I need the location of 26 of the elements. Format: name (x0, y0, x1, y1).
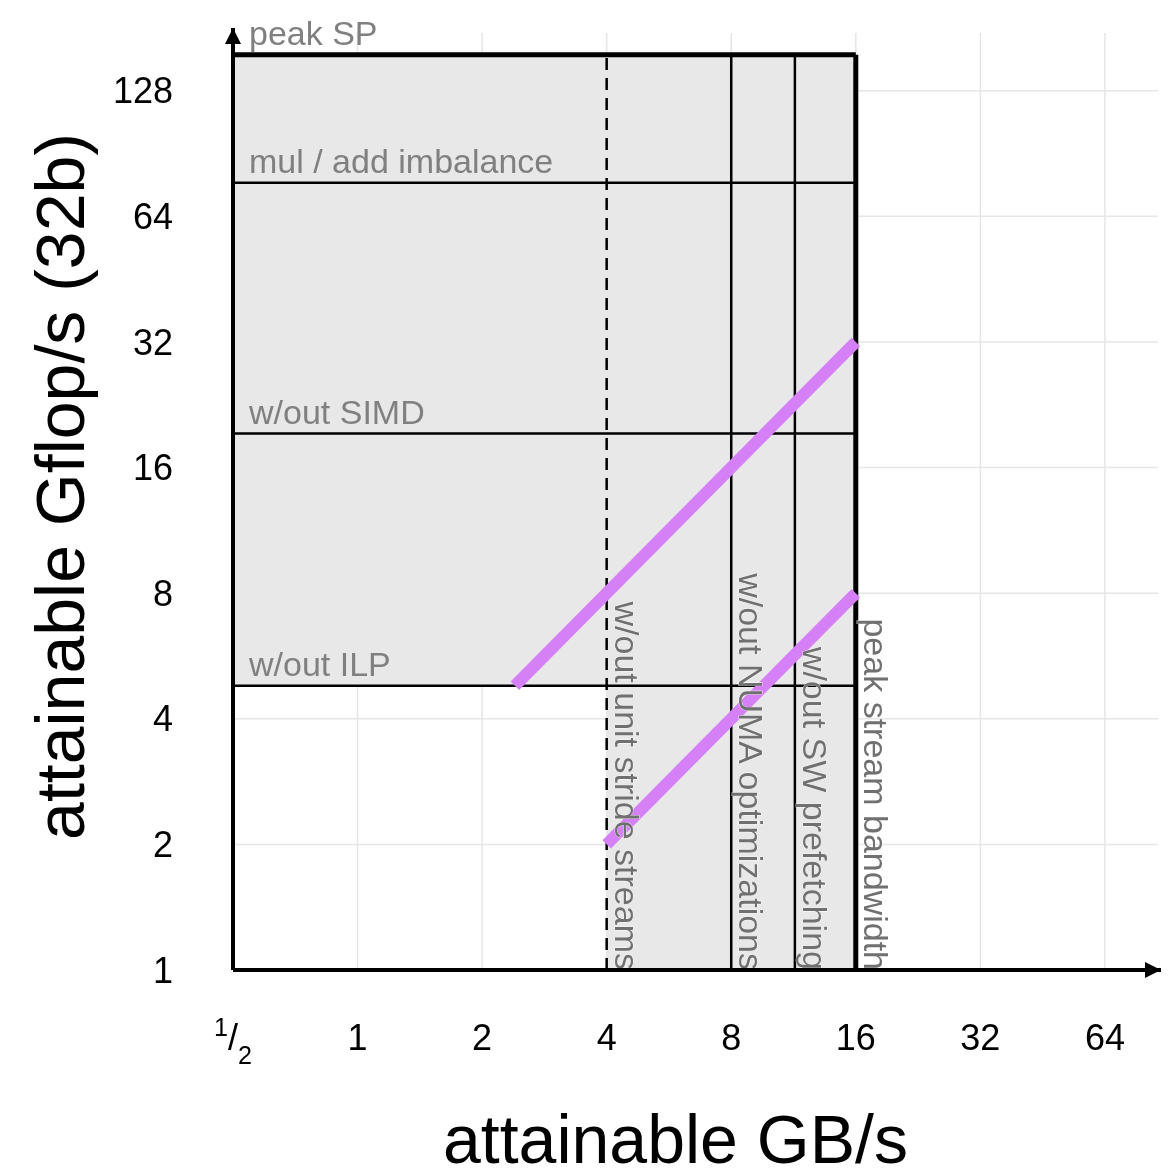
x-tick-label: 8 (721, 1017, 742, 1058)
ref-line-label: w/out SW prefetching (795, 645, 834, 970)
ref-line-label: w/out NUMA optimizations (732, 572, 771, 970)
y-tick-label: 2 (152, 823, 173, 865)
y-tick-label: 16 (132, 447, 173, 489)
x-tick-label: 32 (960, 1017, 1001, 1058)
y-tick-label: 4 (152, 698, 173, 740)
y-tick-label: 128 (112, 70, 173, 112)
ref-line-label: peak SP (249, 13, 378, 52)
x-tick-label: 16 (835, 1017, 876, 1058)
ref-line-label: w/out ILP (248, 644, 391, 683)
ref-line-label: w/out unit stride streams (607, 600, 646, 970)
x-tick-label: $^{1}$/$_{2}$ (213, 1013, 253, 1069)
y-tick-label: 32 (132, 321, 173, 363)
x-tick-label: 4 (596, 1017, 617, 1058)
x-tick-label: 2 (472, 1017, 493, 1058)
y-tick-label: 64 (132, 195, 173, 237)
y-tick-label: 8 (152, 572, 173, 614)
x-axis-title: attainable GB/s (443, 1101, 908, 1175)
ref-line-label: peak stream bandwidth (856, 618, 895, 970)
x-tick-label: 64 (1084, 1017, 1125, 1058)
ref-line-label: w/out SIMD (248, 392, 425, 431)
y-tick-label: 1 (152, 949, 173, 991)
y-axis-title: attainable Gflop/s (32b) (22, 133, 98, 840)
x-tick-label: 1 (347, 1017, 368, 1058)
ref-line-label: mul / add imbalance (249, 141, 554, 180)
